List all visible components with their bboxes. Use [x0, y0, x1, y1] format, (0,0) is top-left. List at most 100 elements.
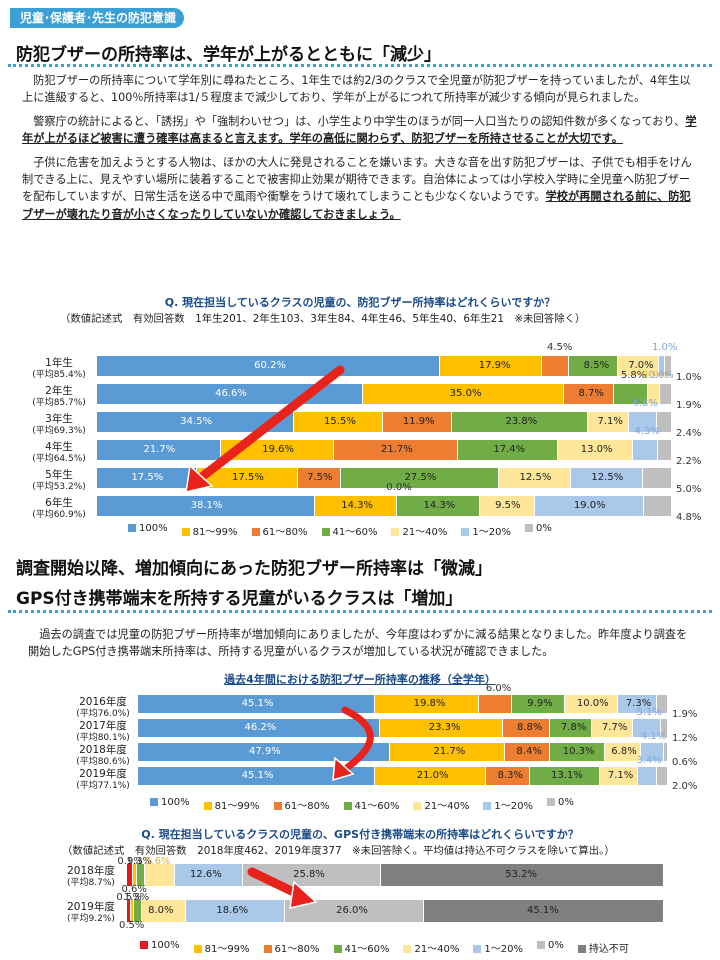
category-average: (平均53.2%) [32, 482, 86, 492]
legend-label: 100% [161, 797, 190, 808]
data-label: 21.7% [380, 444, 413, 455]
trend-arrow-line [193, 365, 345, 485]
stacked-bar [138, 719, 668, 737]
data-label: 19.0% [573, 500, 606, 511]
legend-swatch [203, 802, 212, 810]
category-label: 4年生 [45, 441, 73, 453]
data-label: 46.6% [215, 388, 247, 399]
bar-segment [97, 412, 294, 432]
stacked-bar [97, 412, 672, 432]
row-label: 6年生 (平均60.9%) [22, 497, 96, 521]
bar-segment [657, 412, 672, 432]
data-label: 5.1% [636, 707, 663, 718]
data-label: 60.2% [254, 360, 286, 371]
legend-label: 1～20% [484, 944, 523, 955]
bar-segment [530, 767, 600, 785]
data-label: 12.5% [519, 472, 552, 483]
category-average: (平均69.3%) [32, 426, 86, 436]
data-label: 3.4% [636, 755, 662, 766]
stacked-bar [138, 743, 668, 761]
stacked-bar [127, 864, 664, 886]
chart1-question: Q. 現在担当しているクラスの児童の、防犯ブザー所持率はどれくらいですか？ [164, 296, 556, 309]
legend-item: 1～20% [473, 940, 523, 955]
chart3-question: Q. 現在担当しているクラスの児童の、GPS付き携帯端末の所持率はどれくらいです… [141, 828, 579, 841]
category-average: (平均80.6%) [76, 757, 130, 767]
bar-segment [558, 440, 634, 460]
data-label: 0.5% [119, 920, 145, 931]
category-label: 2019年度 [67, 901, 115, 913]
legend-item: 21～40% [413, 797, 469, 812]
category-average: (平均85.4%) [32, 370, 86, 380]
data-label: 8.8% [516, 722, 543, 733]
stacked-bar [97, 384, 672, 404]
data-label: 34.5% [180, 416, 213, 427]
bar-segment [549, 743, 605, 761]
legend-item: 1～20% [461, 523, 511, 538]
data-label: 9.9% [527, 698, 553, 709]
category-average: (平均9.2%) [67, 914, 115, 924]
bar-segment [633, 440, 659, 460]
data-label: 47.9% [249, 746, 281, 757]
data-label: 23.3% [428, 722, 461, 733]
bar-segment [617, 695, 658, 713]
bar-segment [643, 496, 672, 516]
title-divider [8, 64, 712, 67]
data-label: 45.1% [527, 905, 559, 916]
bar-segment [534, 496, 644, 516]
bar-segment [485, 767, 531, 785]
data-label: 0.5% [116, 892, 142, 903]
legend-swatch [461, 528, 470, 536]
bar-segment [564, 695, 618, 713]
bar-segment [197, 468, 298, 488]
bar-segment [97, 440, 222, 460]
section2-title-line2: GPS付き携帯端末を所持する児童がいるクラスは「増加」 [16, 589, 463, 609]
legend-swatch [273, 802, 282, 810]
bar-segment [629, 412, 658, 432]
legend-label: 41～60% [332, 527, 378, 538]
legend-swatch [403, 945, 412, 953]
bar-segment [451, 412, 588, 432]
category-average: (平均8.7%) [67, 878, 115, 888]
category-average: (平均64.5%) [32, 454, 86, 464]
row-label: 5年生 (平均53.2%) [22, 469, 96, 493]
legend-label: 21～40% [402, 527, 448, 538]
legend-item: 41～60% [343, 797, 399, 812]
data-label: 1.9% [643, 370, 669, 381]
legend-item: 41～60% [333, 940, 390, 955]
chart3-note: （数値記述式 有効回答数 2018年度462、2019年度377 ※未回答除く。… [62, 845, 615, 857]
legend-label: 41～60% [344, 944, 390, 955]
bar-segment [503, 719, 551, 737]
legend-swatch [193, 945, 202, 953]
data-label: 0.6% [121, 884, 147, 895]
data-label: 10.3% [562, 746, 595, 757]
bar-segment [175, 864, 244, 886]
legend-item: 41～60% [321, 523, 378, 538]
data-label: 17.5% [131, 472, 164, 483]
bar-segment [665, 356, 672, 376]
bar-segment [599, 767, 638, 785]
data-label: 25.8% [293, 869, 325, 880]
row-label: 2018年度 (平均80.6%) [70, 744, 136, 768]
category-average: (平均80.1%) [76, 733, 130, 743]
chart2-question: 過去4年間における防犯ブザー所持率の推移（全学年） [224, 673, 496, 686]
data-label: 14.3% [341, 500, 374, 511]
bar-segment [144, 864, 176, 886]
bar-segment [333, 440, 459, 460]
stacked-bar [138, 767, 668, 785]
data-label: 53.2% [505, 869, 538, 880]
data-label: 26.0% [336, 905, 368, 916]
legend-label: 持込不可 [588, 944, 629, 955]
stacked-bar [97, 468, 673, 488]
legend-swatch [343, 802, 352, 810]
data-label: 7.3% [625, 698, 652, 709]
legend-swatch [128, 524, 136, 532]
legend-swatch [577, 945, 586, 953]
legend-item: 81～99% [181, 523, 238, 538]
data-label: 17.4% [493, 444, 526, 455]
legend-label: 21～40% [424, 801, 470, 812]
trend-arrow [185, 365, 345, 493]
stacked-bar [127, 900, 665, 922]
data-label: 8.7% [578, 388, 604, 399]
data-label: 0.0% [386, 482, 412, 493]
bar-segment [138, 695, 375, 713]
